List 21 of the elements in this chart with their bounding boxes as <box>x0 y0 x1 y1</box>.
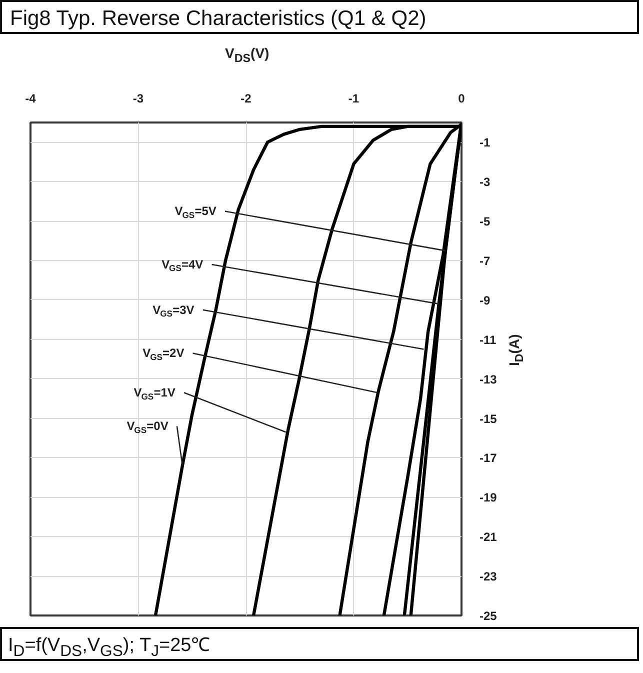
y-tick-label: -11 <box>480 332 497 347</box>
y-tick-label: -5 <box>480 214 490 229</box>
y-tick-label: -23 <box>480 570 498 584</box>
y-tick-label: -19 <box>480 490 498 505</box>
chart-title: Fig8 Typ. Reverse Characteristics (Q1 & Q2) <box>10 6 426 32</box>
x-tick-label: -2 <box>240 92 252 106</box>
y-tick-label: -1 <box>480 136 490 150</box>
y-tick-label: -25 <box>480 609 498 623</box>
y-tick-label: -9 <box>480 293 490 308</box>
text: I$_{D}$=f(V$_{DS}$,V$_{GS}$); T$_{J}$=25℃ <box>8 635 210 660</box>
x-tick-label: -1 <box>348 92 360 106</box>
x-tick-label: -3 <box>132 92 144 106</box>
x-tick-label: -4 <box>25 92 36 106</box>
y-tick-label: -15 <box>480 412 498 426</box>
y-tick-label: -21 <box>480 530 498 544</box>
y-tick-label: -7 <box>480 254 490 268</box>
x-tick-label: 0 <box>458 92 466 106</box>
y-tick-label: -13 <box>480 372 498 386</box>
x-axis-title: V$_{DS}$(V) <box>225 44 270 67</box>
y-tick-label: -3 <box>480 175 490 190</box>
y-tick-label: -17 <box>480 451 498 466</box>
